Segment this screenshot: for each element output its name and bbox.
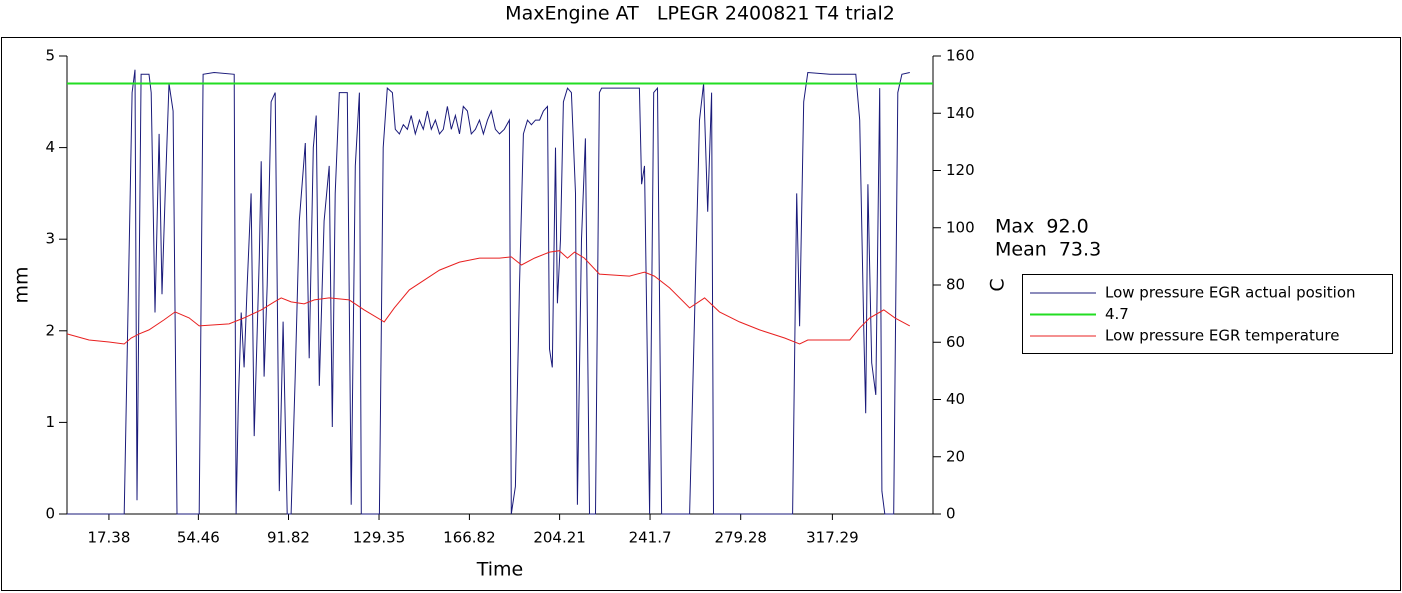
data-line (66, 250, 911, 345)
x-tick-label: 54.46 (177, 529, 220, 547)
y2-tick-label: 160 (946, 47, 975, 65)
x-tick-label: 241.7 (629, 529, 672, 547)
y-tick-label: 4 (45, 138, 55, 156)
y2-tick-label: 120 (946, 161, 975, 179)
y-tick-label: 5 (45, 47, 55, 65)
legend-label: 4.7 (1105, 305, 1129, 323)
y2-tick-label: 20 (946, 447, 965, 465)
x-tick-label: 91.82 (267, 529, 310, 547)
y-tick-label: 3 (45, 230, 55, 248)
y2-tick-label: 80 (946, 276, 965, 294)
y-tick-label: 1 (45, 413, 55, 431)
y2-tick-label: 140 (946, 104, 975, 122)
legend-label: Low pressure EGR actual position (1105, 284, 1356, 302)
chart-title: MaxEngine AT LPEGR 2400821 T4 trial2 (505, 3, 895, 25)
frame (1, 37, 1401, 591)
x-axis-label: Time (476, 559, 524, 581)
x-tick-label: 166.82 (443, 529, 496, 547)
y2-axis-label: C (987, 278, 1009, 291)
y-tick-label: 0 (45, 505, 55, 523)
x-tick-label: 129.35 (353, 529, 406, 547)
x-tick-label: 279.28 (714, 529, 767, 547)
y-tick-label: 2 (45, 321, 55, 339)
y-axis-label: mm (11, 266, 33, 303)
annotation: Mean 73.3 (995, 239, 1101, 261)
x-tick-label: 317.29 (806, 529, 859, 547)
legend-label: Low pressure EGR temperature (1105, 327, 1339, 345)
x-tick-label: 17.38 (87, 529, 130, 547)
annotation: Max 92.0 (995, 216, 1089, 238)
data-line (67, 69, 910, 515)
y2-tick-label: 60 (946, 333, 965, 351)
x-tick-label: 204.21 (533, 529, 586, 547)
y2-tick-label: 0 (946, 505, 956, 523)
y2-tick-label: 40 (946, 390, 965, 408)
y2-tick-label: 100 (946, 218, 975, 236)
